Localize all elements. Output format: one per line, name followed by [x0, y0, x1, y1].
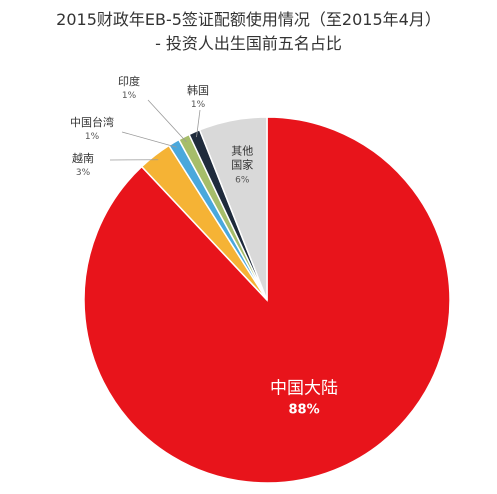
leader-line-2 [121, 131, 177, 148]
slice-label-name-2: 中国台湾 [70, 115, 114, 129]
slice-label-value-2: 1% [85, 132, 100, 142]
slice-label-name-5-0: 其他 [231, 145, 253, 158]
slice-label-name-0: 中国大陆 [270, 379, 338, 399]
slice-label-value-4: 1% [191, 100, 206, 110]
chart-subtitle: - 投资人出生国前五名占比 [155, 34, 342, 53]
slice-label-name-3: 印度 [118, 74, 140, 88]
pie-slice-5 [198, 116, 268, 301]
slice-label-name-4: 韩国 [187, 83, 209, 97]
slice-label-name-5-1: 国家 [231, 158, 253, 172]
leader-line-3 [147, 99, 187, 143]
leader-line-4 [196, 109, 201, 138]
slice-label-value-1: 3% [76, 168, 91, 178]
slice-label-value-3: 1% [122, 91, 137, 101]
slice-label-value-0: 88% [288, 403, 319, 418]
slice-label-value-5: 6% [235, 176, 250, 186]
chart-title: 2015财政年EB-5签证配额使用情况（至2015年4月） [56, 10, 441, 29]
slice-label-name-1: 越南 [72, 151, 94, 165]
